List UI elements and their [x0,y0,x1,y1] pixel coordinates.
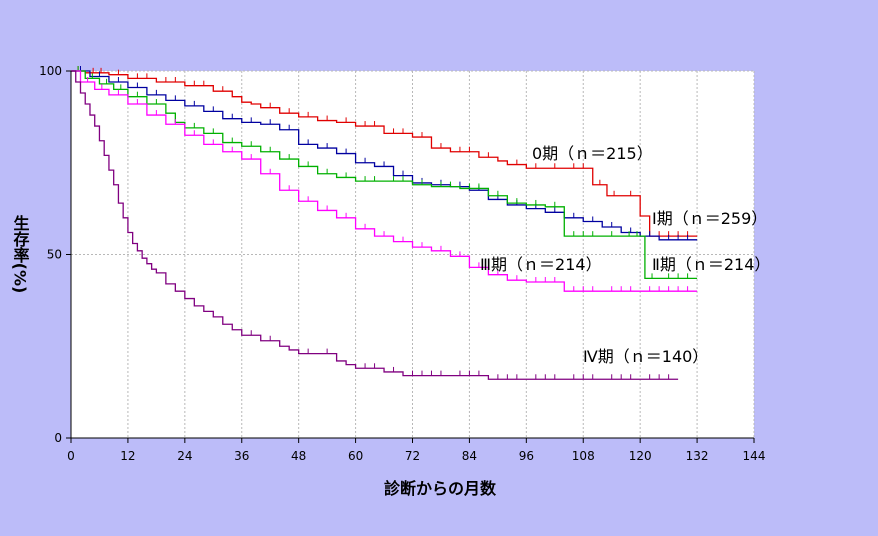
x-tick-label-108: 108 [572,449,595,463]
y-tick-label-50: 50 [47,248,62,262]
x-tick-label-144: 144 [743,449,766,463]
x-tick-label-60: 60 [348,449,363,463]
series-layer [71,66,698,380]
x-axis-title: 診断からの月数 [384,479,497,498]
series-censor-marks-4 [250,330,670,380]
x-tick-label-120: 120 [629,449,652,463]
series-label-0: 0期（ｎ＝215） [532,144,653,163]
series-label-1: Ⅰ期（ｎ＝259） [652,209,767,228]
y-tick-label-100: 100 [39,64,62,78]
x-tick-label-12: 12 [120,449,135,463]
series-label-3: Ⅲ期（ｎ＝214） [480,255,602,274]
x-tick-label-72: 72 [405,449,420,463]
x-tick-label-96: 96 [519,449,534,463]
series-labels: 0期（ｎ＝215） Ⅰ期（ｎ＝259） Ⅱ期（ｎ＝214） Ⅲ期（ｎ＝214） Ⅳ期（ｎ… [480,144,770,366]
x-tick-label-24: 24 [177,449,192,463]
x-tick-label-84: 84 [462,449,477,463]
axes [66,70,755,443]
series-line-4 [71,70,679,380]
x-tick-label-0: 0 [67,449,75,463]
series-censor-marks-0 [77,66,689,237]
series-censor-marks-1 [79,66,689,240]
x-tick-label-36: 36 [234,449,249,463]
series-censor-marks-2 [77,66,689,279]
series-censor-marks-3 [87,77,689,292]
series-label-2: Ⅱ期（ｎ＝214） [652,255,770,274]
y-tick-label-0: 0 [54,431,62,445]
series-line-3 [71,70,698,292]
series-label-4: Ⅳ期（ｎ＝140） [583,347,708,366]
tick-labels: 0 12 24 36 48 60 72 84 96 108 120 132 144 0 50 100 [39,64,765,463]
x-tick-label-132: 132 [686,449,709,463]
y-axis-title: 生存率(%) [11,214,30,294]
x-tick-label-48: 48 [291,449,306,463]
